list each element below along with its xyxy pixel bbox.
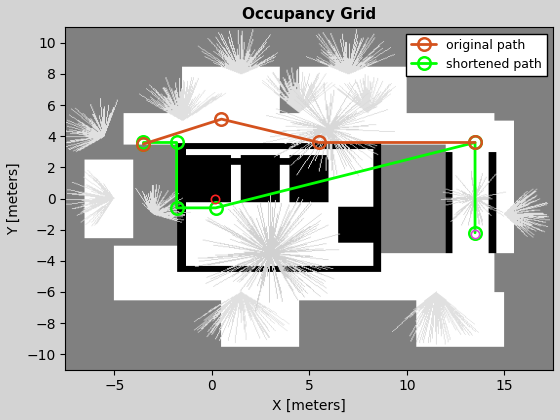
- Line: original path: original path: [137, 113, 481, 150]
- original path: [316, 140, 323, 145]
- shortened path: [173, 140, 180, 145]
- original path: [140, 142, 147, 147]
- shortened path: [173, 205, 180, 210]
- shortened path: [140, 142, 147, 147]
- shortened path: [472, 230, 478, 235]
- original path: [218, 117, 225, 122]
- shortened path: [212, 205, 219, 210]
- Y-axis label: Y [meters]: Y [meters]: [7, 162, 21, 235]
- Line: shortened path: shortened path: [137, 136, 481, 239]
- shortened path: [472, 140, 478, 145]
- X-axis label: X [meters]: X [meters]: [272, 399, 346, 413]
- Title: Occupancy Grid: Occupancy Grid: [242, 7, 376, 22]
- Legend: original path, shortened path: original path, shortened path: [406, 34, 547, 76]
- shortened path: [140, 140, 147, 145]
- original path: [472, 140, 478, 145]
